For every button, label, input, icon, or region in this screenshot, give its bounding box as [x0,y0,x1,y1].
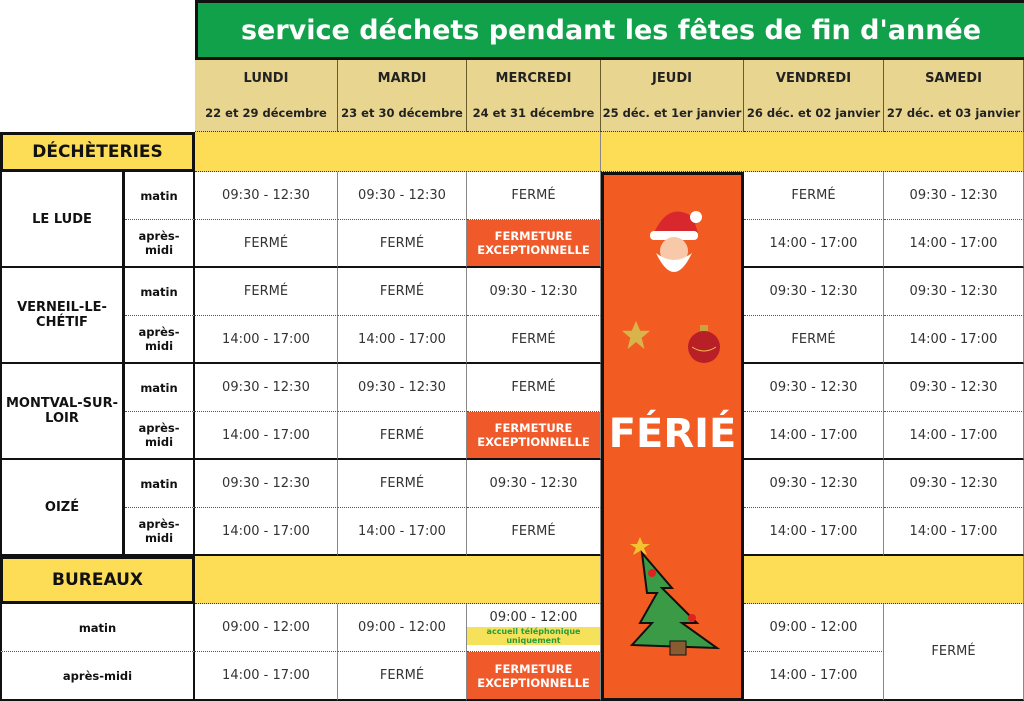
hours-cell: FERMÉ [744,316,884,364]
hours-text: 09:00 - 12:00 [489,610,578,625]
site-name: LE LUDE [0,172,125,268]
hours-cell: 09:30 - 12:30 [195,364,338,412]
shift-label: matin [125,460,195,508]
hours-cell: FERMÉ [195,268,338,316]
hours-cell: 14:00 - 17:00 [884,316,1024,364]
section-bureaux: BUREAUX [0,556,195,604]
day-header: JEUDI 25 déc. et 1er janvier [601,60,744,132]
hours-cell: 14:00 - 17:00 [884,412,1024,460]
section-band [601,132,1024,172]
section-decheteries: DÉCHÈTERIES [0,132,195,172]
hours-cell: 09:30 - 12:30 [744,364,884,412]
section-band [195,132,601,172]
hours-cell: 09:30 - 12:30 [467,460,601,508]
day-dates: 26 déc. et 02 janvier [746,106,881,120]
hours-cell: 09:30 - 12:30 [884,172,1024,220]
shift-label: après-midi [125,220,195,268]
hours-cell: FERMÉ [338,652,467,701]
hours-cell: 14:00 - 17:00 [338,508,467,556]
shift-label: après-midi [125,412,195,460]
christmas-tree-icon [629,537,721,656]
day-name: SAMEDI [925,71,982,86]
hours-cell: FERMÉ [467,508,601,556]
site-name: MONTVAL-SUR-LOIR [0,364,125,460]
hours-cell: FERMETURE EXCEPTIONNELLE [467,652,601,701]
hours-cell: 14:00 - 17:00 [744,220,884,268]
shift-label: matin [125,172,195,220]
section-band [195,556,601,604]
hours-cell: 09:30 - 12:30 [195,460,338,508]
day-name: VENDREDI [775,71,852,86]
hours-cell: 09:30 - 12:30 [884,364,1024,412]
day-header: SAMEDI 27 déc. et 03 janvier [884,60,1024,132]
hours-cell: FERMÉ [338,460,467,508]
hours-cell: 09:30 - 12:30 [467,268,601,316]
day-header: VENDREDI 26 déc. et 02 janvier [744,60,884,132]
day-header: MARDI 23 et 30 décembre [338,60,467,132]
shift-label: après-midi [125,508,195,556]
hours-cell: 09:30 - 12:30 [338,172,467,220]
day-dates: 23 et 30 décembre [341,106,463,120]
hours-cell: FERMÉ [744,172,884,220]
hours-cell: 14:00 - 17:00 [195,316,338,364]
hours-cell: FERMÉ [195,220,338,268]
shift-label: matin [125,364,195,412]
day-dates: 27 déc. et 03 janvier [886,106,1021,120]
day-header: MERCREDI 24 et 31 décembre [467,60,601,132]
shift-label: après-midi [0,652,195,701]
hours-cell: FERMÉ [467,172,601,220]
hours-cell: FERMÉ [338,220,467,268]
hours-cell: 14:00 - 17:00 [884,220,1024,268]
phone-only-note: accueil téléphonique uniquement [467,627,600,645]
day-name: LUNDI [243,71,289,86]
site-name: OIZÉ [0,460,125,556]
hours-cell: 14:00 - 17:00 [195,412,338,460]
day-name: MERCREDI [495,71,572,86]
hours-cell: FERMETURE EXCEPTIONNELLE [467,220,601,268]
hours-cell: 09:00 - 12:00 [195,604,338,652]
santa-icon [649,211,702,272]
hours-cell: 14:00 - 17:00 [195,652,338,701]
hours-cell: FERMÉ [338,268,467,316]
hours-cell: FERMÉ [467,316,601,364]
hours-cell: 14:00 - 17:00 [884,508,1024,556]
hours-cell: 09:00 - 12:00 [744,604,884,652]
hours-cell: FERMÉ [467,364,601,412]
site-name: VERNEIL-LE-CHÉTIF [0,268,125,364]
day-dates: 24 et 31 décembre [472,106,595,120]
hours-cell: 09:30 - 12:30 [884,460,1024,508]
section-band [744,556,1024,604]
hours-cell: 09:30 - 12:30 [744,268,884,316]
hours-cell: 09:30 - 12:30 [195,172,338,220]
hours-cell: 14:00 - 17:00 [195,508,338,556]
hours-cell: FERMÉ [884,604,1024,701]
hours-cell: 14:00 - 17:00 [744,652,884,701]
hours-cell: FERMETURE EXCEPTIONNELLE [467,412,601,460]
hours-cell: 14:00 - 17:00 [744,508,884,556]
hours-cell: 09:00 - 12:00 accueil téléphonique unique… [467,604,601,652]
day-name: JEUDI [652,71,692,86]
shift-label: après-midi [125,316,195,364]
day-header: LUNDI 22 et 29 décembre [195,60,338,132]
ornament-icon [688,325,720,363]
shift-label: matin [125,268,195,316]
hours-cell: 09:00 - 12:00 [338,604,467,652]
day-dates: 22 et 29 décembre [205,106,327,120]
shift-label: matin [0,604,195,652]
day-dates: 25 déc. et 1er janvier [602,106,742,120]
hours-cell: FERMÉ [338,412,467,460]
holiday-column: FÉRIÉ [601,172,744,701]
holiday-label: FÉRIÉ [608,411,737,457]
page-title: service déchets pendant les fêtes de fin… [195,0,1024,60]
hours-cell: 09:30 - 12:30 [744,460,884,508]
hours-cell: 14:00 - 17:00 [744,412,884,460]
hours-cell: 14:00 - 17:00 [338,316,467,364]
star-icon [621,320,651,350]
day-name: MARDI [377,71,427,86]
hours-cell: 09:30 - 12:30 [338,364,467,412]
hours-cell: 09:30 - 12:30 [884,268,1024,316]
